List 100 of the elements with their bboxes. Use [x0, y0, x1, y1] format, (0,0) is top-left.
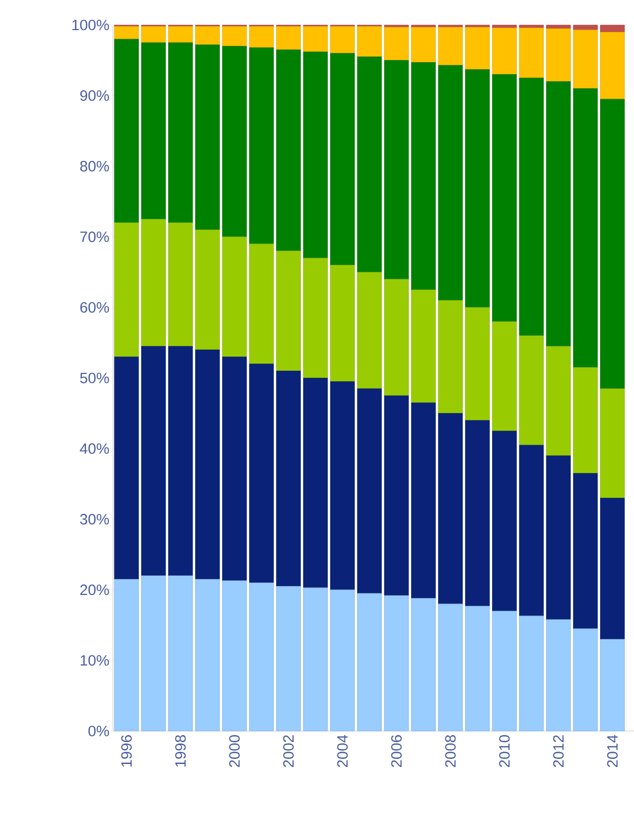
bar — [330, 264, 355, 382]
bar — [411, 24, 436, 28]
bar — [222, 356, 247, 581]
bar — [195, 230, 220, 350]
bar — [168, 26, 193, 43]
bar — [114, 579, 139, 732]
bar — [600, 24, 625, 32]
bar — [168, 222, 193, 346]
bar — [519, 444, 544, 616]
bar — [357, 26, 382, 57]
y-tick-label: 90% — [80, 90, 109, 101]
bar — [573, 24, 598, 30]
bar — [249, 26, 274, 48]
bar — [168, 576, 193, 732]
y-tick-label: 50% — [80, 372, 109, 384]
bar — [573, 30, 598, 89]
x-tick-label: 2012 — [553, 735, 564, 768]
x-tick-label: 2000 — [229, 735, 240, 768]
bar — [411, 290, 436, 403]
bar — [357, 56, 382, 272]
bar — [114, 222, 139, 357]
bar — [492, 24, 517, 28]
bar — [141, 218, 166, 346]
bar — [546, 24, 571, 29]
y-tick-label: 20% — [80, 584, 109, 596]
bar — [465, 24, 490, 28]
bar — [438, 413, 463, 604]
bar — [195, 26, 220, 45]
bar — [249, 244, 274, 364]
bar — [222, 26, 247, 46]
bar — [276, 586, 301, 732]
bar — [465, 606, 490, 732]
bar — [249, 364, 274, 583]
bar — [411, 402, 436, 598]
bar — [249, 47, 274, 244]
bar — [438, 65, 463, 300]
bar — [384, 60, 409, 280]
bar — [357, 272, 382, 389]
y-tick-label: 40% — [80, 443, 109, 454]
bar — [384, 595, 409, 732]
bar — [519, 28, 544, 78]
bar — [276, 26, 301, 50]
bar — [303, 588, 328, 732]
bar — [384, 24, 409, 28]
x-tick-label: 1996 — [121, 735, 132, 767]
bar — [573, 88, 598, 368]
bar — [195, 350, 220, 580]
bar — [546, 346, 571, 456]
bar — [546, 81, 571, 346]
bar — [222, 580, 247, 732]
bar — [330, 26, 355, 54]
bar — [492, 610, 517, 732]
bar — [168, 346, 193, 576]
bar — [114, 26, 139, 40]
y-tick-label: 100% — [72, 20, 109, 30]
bar — [573, 367, 598, 474]
bar — [438, 24, 463, 28]
bar — [303, 258, 328, 378]
bar — [519, 78, 544, 336]
bar — [141, 26, 166, 43]
bar — [303, 26, 328, 52]
bar — [357, 388, 382, 594]
bar — [276, 370, 301, 586]
bar — [168, 42, 193, 223]
bar — [546, 456, 571, 620]
bar — [573, 628, 598, 732]
bar — [492, 28, 517, 75]
y-tick-label: 10% — [80, 655, 109, 666]
x-tick-label: 1998 — [175, 735, 186, 767]
bar — [141, 42, 166, 220]
bar — [600, 498, 625, 640]
bar — [195, 44, 220, 230]
bar — [114, 38, 139, 223]
y-tick-label: 30% — [80, 514, 109, 524]
bar — [141, 576, 166, 732]
bar — [222, 46, 247, 237]
bar — [438, 26, 463, 66]
bar — [492, 321, 517, 432]
bar — [303, 378, 328, 588]
bar — [600, 32, 625, 100]
bar — [600, 639, 625, 732]
x-tick-label: 2006 — [391, 735, 402, 768]
bar — [546, 619, 571, 732]
y-tick-label: 0% — [88, 726, 109, 736]
bar — [411, 26, 436, 63]
y-tick-label: 70% — [80, 232, 109, 242]
bar — [384, 26, 409, 60]
bar — [492, 430, 517, 612]
bar — [519, 24, 544, 28]
bar — [438, 604, 463, 732]
bar — [438, 300, 463, 414]
bar — [114, 356, 139, 580]
bar — [411, 598, 436, 732]
bar — [249, 582, 274, 732]
bar — [465, 69, 490, 308]
bar — [195, 579, 220, 732]
bar — [411, 62, 436, 290]
x-tick-label: 2008 — [445, 735, 456, 768]
x-tick-label: 2004 — [337, 734, 348, 768]
bar — [384, 395, 409, 596]
